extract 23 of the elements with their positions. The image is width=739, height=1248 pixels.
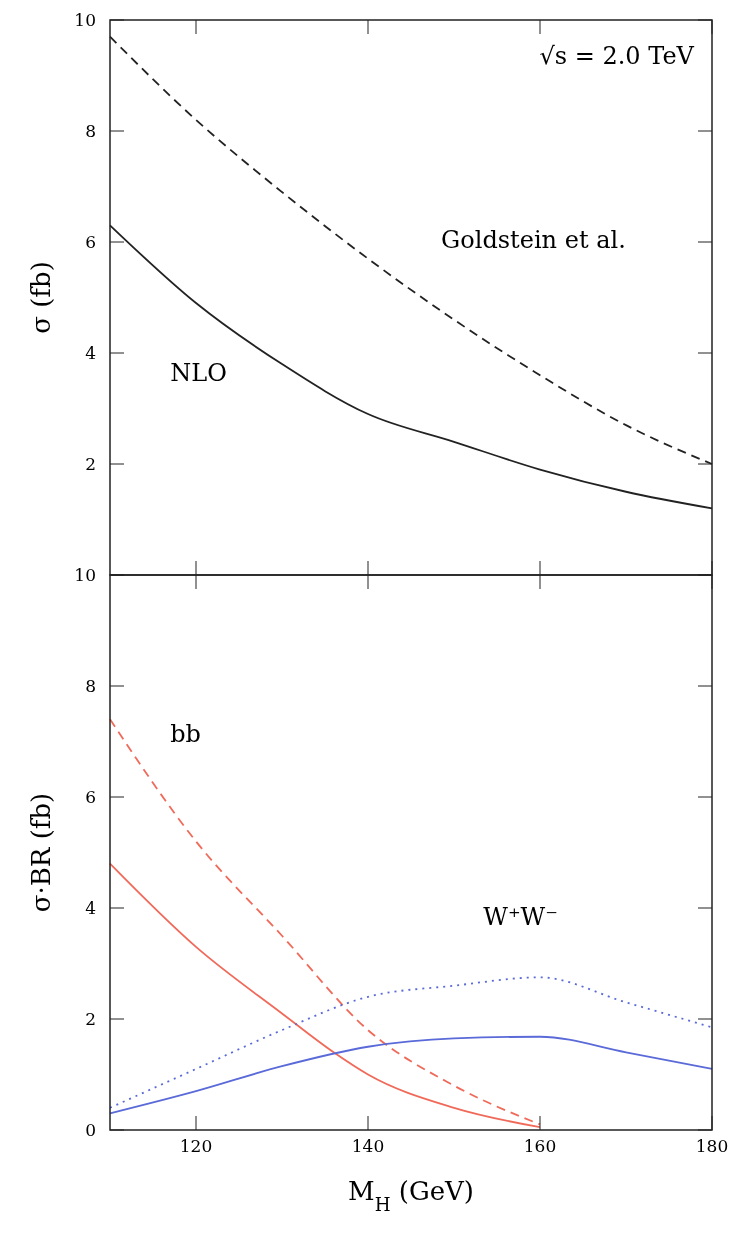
x-tick-label: 160: [523, 1136, 557, 1156]
y-tick-label: 10: [74, 10, 96, 30]
y-tick-label: 4: [85, 898, 96, 918]
annotation: NLO: [170, 358, 227, 387]
x-axis-title: M$_{H}$ (GeV): [348, 1176, 474, 1215]
annotation: √s = 2.0 TeV: [539, 42, 695, 71]
annotation: bb: [170, 719, 201, 748]
y-tick-label: 2: [85, 454, 96, 474]
y-axis-title: σ·BR (fb): [26, 792, 56, 913]
annotation: W⁺W⁻: [483, 902, 558, 931]
y-tick-label: 4: [85, 343, 96, 363]
y-tick-label: 10: [74, 565, 96, 585]
y-tick-label: 8: [85, 121, 96, 141]
y-tick-label: 0: [85, 1120, 96, 1140]
y-tick-label: 8: [85, 676, 96, 696]
x-tick-label: 140: [351, 1136, 385, 1156]
annotation: Goldstein et al.: [441, 225, 626, 254]
y-tick-label: 6: [85, 232, 96, 252]
y-axis-title: σ (fb): [26, 261, 56, 334]
y-tick-label: 2: [85, 1009, 96, 1029]
y-tick-label: 6: [85, 787, 96, 807]
x-tick-label: 180: [695, 1136, 729, 1156]
x-tick-label: 120: [179, 1136, 213, 1156]
